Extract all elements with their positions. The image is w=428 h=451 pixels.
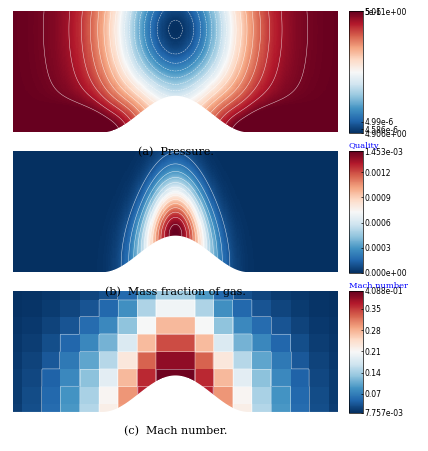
Text: (b)  Mass fraction of gas.: (b) Mass fraction of gas. [105, 286, 246, 297]
Text: Mach number: Mach number [349, 282, 408, 290]
Text: Quality: Quality [349, 143, 380, 150]
Polygon shape [13, 97, 338, 133]
Text: (a)  Pressure.: (a) Pressure. [137, 147, 214, 157]
Polygon shape [13, 236, 338, 273]
Polygon shape [13, 376, 338, 413]
Text: (c)  Mach number.: (c) Mach number. [124, 426, 227, 437]
